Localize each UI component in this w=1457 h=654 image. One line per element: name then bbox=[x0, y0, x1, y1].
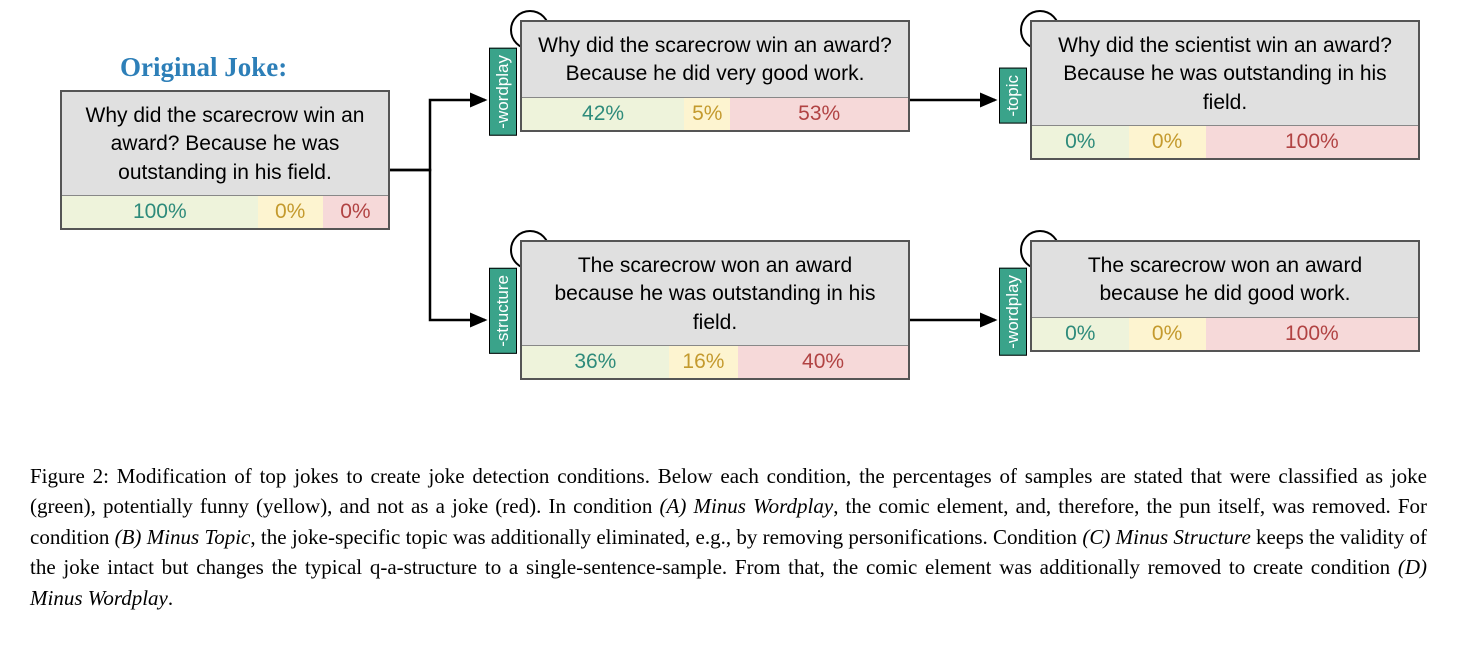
original-joke-title: Original Joke: bbox=[120, 52, 287, 83]
joke-box-c: The scarecrow won an award because he wa… bbox=[520, 240, 910, 380]
edge-label-d: -wordplay bbox=[999, 268, 1027, 356]
joke-text-original: Why did the scarecrow win an award? Beca… bbox=[62, 92, 388, 195]
pct-maybe: 5% bbox=[684, 97, 730, 130]
edge-label-c: -structure bbox=[489, 268, 517, 354]
pct-not: 0% bbox=[323, 195, 388, 228]
joke-text-c: The scarecrow won an award because he wa… bbox=[522, 242, 908, 345]
diagram-container: Original Joke: Why did the scarecrow win… bbox=[30, 20, 1427, 440]
joke-text-d: The scarecrow won an award because he di… bbox=[1032, 242, 1418, 317]
joke-text-b: Why did the scientist win an award? Beca… bbox=[1032, 22, 1418, 125]
joke-box-a: Why did the scarecrow win an award? Beca… bbox=[520, 20, 910, 132]
pct-not: 53% bbox=[730, 97, 908, 130]
pct-row-d: 0% 0% 100% bbox=[1032, 317, 1418, 350]
pct-maybe: 0% bbox=[1129, 125, 1206, 158]
pct-row-b: 0% 0% 100% bbox=[1032, 125, 1418, 158]
edge-label-a: -wordplay bbox=[489, 48, 517, 136]
edge-label-b: -topic bbox=[999, 68, 1027, 124]
pct-joke: 0% bbox=[1032, 317, 1129, 350]
pct-not: 100% bbox=[1206, 125, 1418, 158]
pct-row-c: 36% 16% 40% bbox=[522, 345, 908, 378]
figure-caption: Figure 2: Modification of top jokes to c… bbox=[30, 461, 1427, 613]
pct-joke: 36% bbox=[522, 345, 669, 378]
joke-box-d: The scarecrow won an award because he di… bbox=[1030, 240, 1420, 352]
caption-cond-c: (C) Minus Structure bbox=[1082, 525, 1250, 549]
pct-joke: 100% bbox=[62, 195, 258, 228]
pct-maybe: 0% bbox=[258, 195, 323, 228]
pct-maybe: 16% bbox=[669, 345, 738, 378]
joke-box-b: Why did the scientist win an award? Beca… bbox=[1030, 20, 1420, 160]
pct-row-a: 42% 5% 53% bbox=[522, 97, 908, 130]
caption-cond-a: (A) Minus Wordplay bbox=[660, 494, 834, 518]
pct-not: 40% bbox=[738, 345, 908, 378]
pct-not: 100% bbox=[1206, 317, 1418, 350]
joke-text-a: Why did the scarecrow win an award? Beca… bbox=[522, 22, 908, 97]
pct-joke: 42% bbox=[522, 97, 684, 130]
pct-joke: 0% bbox=[1032, 125, 1129, 158]
caption-body-b: , the joke-specific topic was additional… bbox=[250, 525, 1082, 549]
caption-cond-b: (B) Minus Topic bbox=[115, 525, 251, 549]
caption-label: Figure 2: bbox=[30, 464, 109, 488]
caption-body-end: . bbox=[168, 586, 173, 610]
joke-box-original: Why did the scarecrow win an award? Beca… bbox=[60, 90, 390, 230]
pct-maybe: 0% bbox=[1129, 317, 1206, 350]
pct-row-original: 100% 0% 0% bbox=[62, 195, 388, 228]
